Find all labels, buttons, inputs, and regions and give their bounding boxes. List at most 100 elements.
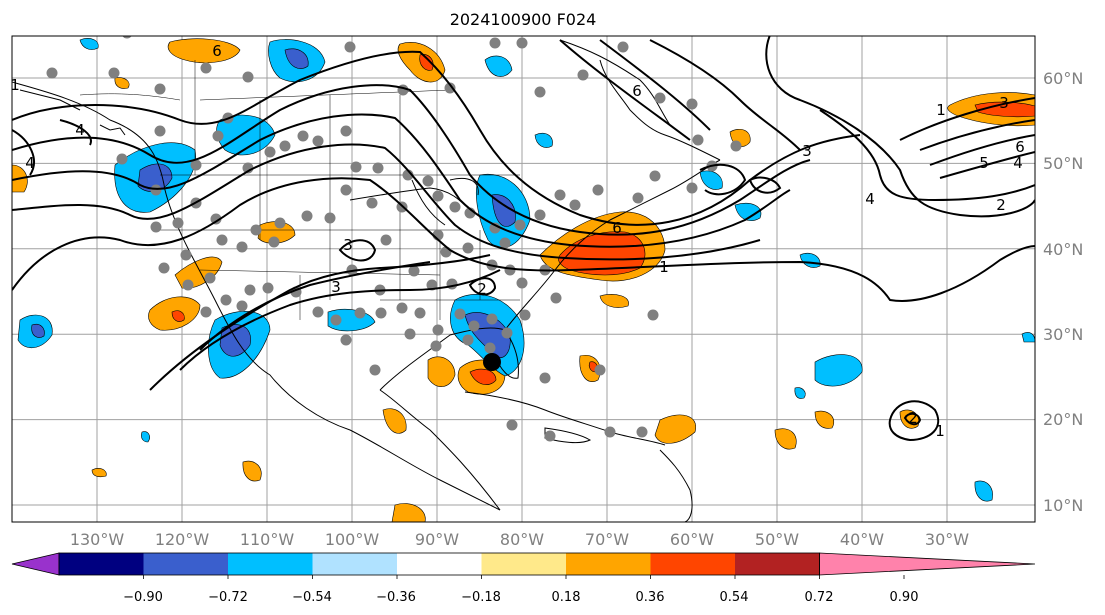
station-dot xyxy=(297,130,309,142)
shade-negative xyxy=(1021,332,1035,343)
station-dot xyxy=(430,340,442,352)
station-dot xyxy=(372,162,384,174)
station-dot xyxy=(236,300,248,312)
station-dot xyxy=(408,265,420,277)
shade-positive xyxy=(469,368,497,385)
station-dot xyxy=(154,83,166,95)
station-dot xyxy=(432,190,444,202)
station-dot xyxy=(340,184,352,196)
contour-label: 1 xyxy=(935,422,945,440)
station-dot xyxy=(312,135,324,147)
station-dot xyxy=(414,307,426,319)
station-dot xyxy=(486,313,498,325)
contour-label: 1 xyxy=(659,258,669,276)
colorbar-extend-high xyxy=(819,552,1036,576)
state-boundaries xyxy=(79,60,520,320)
colorbar-tick-label: 0.90 xyxy=(890,590,919,605)
contour-label: 3 xyxy=(343,236,353,254)
station-dot xyxy=(449,201,461,213)
longitude-axis: 130°W 120°W 110°W 100°W 90°W 80°W 70°W 6… xyxy=(70,530,969,549)
station-dot xyxy=(190,159,202,171)
station-dot xyxy=(649,170,661,182)
shade-negative xyxy=(484,55,513,77)
station-dot xyxy=(108,67,120,79)
station-dot xyxy=(444,82,456,94)
station-dot xyxy=(264,146,276,158)
lon-label: 130°W xyxy=(70,530,125,549)
shade-positive xyxy=(974,101,1035,118)
station-dot xyxy=(432,324,444,336)
station-dot xyxy=(499,237,511,249)
station-dot xyxy=(369,364,381,376)
shade-positive xyxy=(814,410,835,429)
station-dot xyxy=(501,327,513,339)
station-dot xyxy=(268,236,280,248)
station-dot xyxy=(279,140,291,152)
shade-positive xyxy=(391,503,426,522)
station-dot xyxy=(544,430,556,442)
station-dot xyxy=(236,241,248,253)
station-dot xyxy=(154,125,166,137)
station-dot xyxy=(454,308,466,320)
station-dot xyxy=(172,217,184,229)
station-dot xyxy=(340,334,352,346)
shade-negative xyxy=(31,323,45,338)
station-dot xyxy=(158,262,170,274)
station-dot xyxy=(617,41,629,53)
shade-positive xyxy=(774,428,797,450)
lon-label: 90°W xyxy=(415,530,459,549)
colorbar-swatch xyxy=(59,553,144,575)
shade-negative xyxy=(79,38,99,50)
station-dot xyxy=(489,37,501,49)
station-dot xyxy=(534,209,546,221)
station-dot xyxy=(344,41,356,53)
station-dot xyxy=(534,86,546,98)
station-dot xyxy=(346,264,358,276)
station-dot xyxy=(519,309,531,321)
colorbar-swatch xyxy=(397,553,482,575)
colorbar-tick-label: −0.54 xyxy=(292,590,332,605)
contour-label: 6 xyxy=(1015,138,1025,156)
lat-label: 50°N xyxy=(1043,154,1083,173)
colorbar-tick-label: −0.90 xyxy=(123,590,163,605)
colorbar-tick-label: −0.72 xyxy=(208,590,248,605)
station-dot xyxy=(324,212,336,224)
map-title: 2024100900 F024 xyxy=(450,10,597,29)
latitude-axis: 60°N 50°N 40°N 30°N 20°N 10°N xyxy=(1043,69,1083,515)
colorbar-tick-label: −0.36 xyxy=(376,590,416,605)
lon-label: 70°W xyxy=(585,530,629,549)
station-dot xyxy=(242,162,254,174)
shade-positive xyxy=(419,54,434,71)
station-dot xyxy=(506,419,518,431)
colorbar-swatch xyxy=(312,553,398,575)
shade-positive xyxy=(114,77,130,89)
station-dot xyxy=(604,426,616,438)
colorbar-tick-label: 0.18 xyxy=(552,590,581,605)
station-dot xyxy=(569,199,581,211)
contour-label: 6 xyxy=(212,42,222,60)
station-dot xyxy=(200,62,212,74)
station-dot xyxy=(514,219,526,231)
station-dot xyxy=(686,182,698,194)
station-dot xyxy=(647,309,659,321)
shade-negative xyxy=(141,431,150,443)
contour-label: 1 xyxy=(936,101,946,119)
station-dot xyxy=(204,272,216,284)
colorbar-tick-label: −0.18 xyxy=(461,590,501,605)
contour-label: 6 xyxy=(612,219,622,237)
station-dot xyxy=(200,306,212,318)
shade-negative xyxy=(534,132,553,148)
station-dot xyxy=(422,175,434,187)
colorbar-swatch xyxy=(735,553,820,575)
station-dot xyxy=(366,197,378,209)
lon-label: 110°W xyxy=(240,530,295,549)
lat-label: 20°N xyxy=(1043,410,1083,429)
shade-positive xyxy=(167,38,241,64)
colorbar-swatch xyxy=(481,553,567,575)
station-dot xyxy=(462,242,474,254)
station-dot xyxy=(216,234,228,246)
contour-label: 2 xyxy=(996,196,1006,214)
station-dot xyxy=(250,224,262,236)
station-dot xyxy=(350,161,362,173)
